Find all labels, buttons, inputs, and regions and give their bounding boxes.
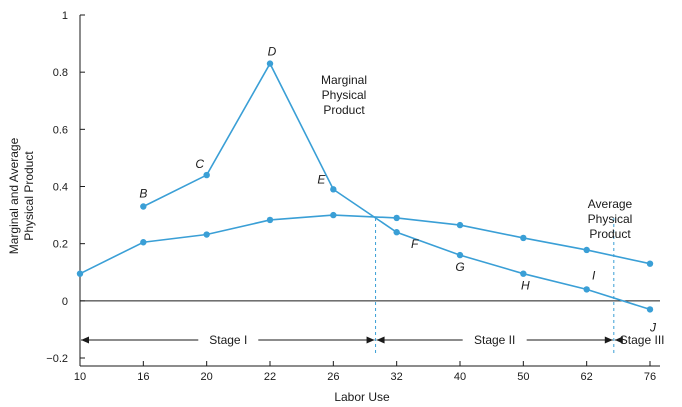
marginal-physical-product-point: [456, 251, 464, 259]
x-tick-label: 26: [327, 371, 339, 383]
point-label-g: G: [455, 260, 464, 274]
average-physical-product-point: [583, 246, 590, 254]
average-physical-product-point: [203, 231, 210, 238]
point-label-e: E: [317, 172, 326, 186]
average-physical-product-point: [140, 239, 147, 246]
point-label-b: B: [139, 187, 147, 201]
average-physical-product-label: Average: [588, 197, 633, 211]
point-label-d: D: [268, 45, 277, 59]
average-physical-product-point: [456, 221, 464, 229]
stage-arrows: Stage I Stage II Stage III: [81, 333, 665, 347]
average-physical-product-point: [646, 260, 654, 267]
y-tick-label: 0.6: [53, 124, 68, 136]
x-tick-label: 10: [74, 371, 86, 383]
marginal-physical-product-point: [583, 286, 590, 293]
average-physical-product-point: [266, 216, 274, 224]
average-physical-product-point: [520, 234, 527, 242]
stage-boundaries: [375, 217, 615, 356]
point-label-i: I: [592, 268, 596, 282]
average-physical-product-point: [330, 211, 337, 219]
marginal-physical-product-point: [393, 229, 400, 236]
y-axis-title-line-1: Marginal and Average: [7, 137, 21, 254]
average-physical-product-label: Physical: [588, 212, 633, 226]
point-labels: B C D E F G H I J: [139, 45, 657, 335]
average-physical-product-point: [76, 270, 84, 277]
average-physical-product-label: Product: [589, 227, 631, 241]
y-tick-label: 0.8: [53, 67, 68, 79]
axes: −0.2 0 0.2 0.4 0.6 0.8 1 10 16 20 22 26 32 40 50 62 76: [46, 10, 660, 383]
average-physical-product-line: [79, 214, 651, 275]
marginal-physical-product-point: [520, 270, 527, 277]
point-label-c: C: [195, 157, 204, 171]
x-axis-title: Labor Use: [334, 390, 390, 404]
x-tick-label: 76: [644, 371, 656, 383]
curve-annotations: MarginalPhysicalProductAveragePhysicalPr…: [321, 73, 633, 241]
stage-label-2: Stage II: [474, 333, 515, 347]
marginal-physical-product-point: [203, 171, 210, 179]
marginal-physical-product-label: Physical: [322, 88, 367, 102]
y-tick-label: 1: [62, 10, 68, 22]
stage-label-1: Stage I: [209, 333, 247, 347]
marginal-physical-product-line: [142, 61, 651, 311]
y-tick-label: 0: [62, 296, 68, 308]
stage-arrowhead: [604, 336, 613, 344]
stage-label-3: Stage III: [620, 333, 665, 347]
point-label-f: F: [411, 237, 419, 251]
point-label-h: H: [521, 279, 530, 293]
average-physical-product-point: [393, 214, 400, 222]
stage-arrowhead: [366, 336, 375, 344]
x-tick-label: 16: [137, 371, 149, 383]
series-group: [76, 60, 654, 313]
y-tick-label: 0.2: [53, 239, 68, 251]
marginal-physical-product-label: Marginal: [321, 73, 367, 87]
y-tick-label: −0.2: [46, 353, 68, 365]
point-label-j: J: [649, 320, 657, 334]
x-tick-label: 32: [391, 371, 403, 383]
x-tick-label: 50: [517, 371, 529, 383]
x-tick-label: 20: [201, 371, 213, 383]
y-tick-label: 0.4: [53, 182, 68, 194]
marginal-physical-product-point: [646, 306, 654, 313]
y-axis-title-line-2: Physical Product: [22, 151, 36, 241]
marginal-physical-product-label: Product: [323, 103, 365, 117]
marginal-physical-product-point: [266, 60, 274, 67]
marginal-physical-product-point: [140, 203, 147, 210]
marginal-physical-product-point: [330, 186, 337, 193]
x-tick-label: 62: [581, 371, 593, 383]
x-tick-label: 22: [264, 371, 276, 383]
x-tick-label: 40: [454, 371, 466, 383]
